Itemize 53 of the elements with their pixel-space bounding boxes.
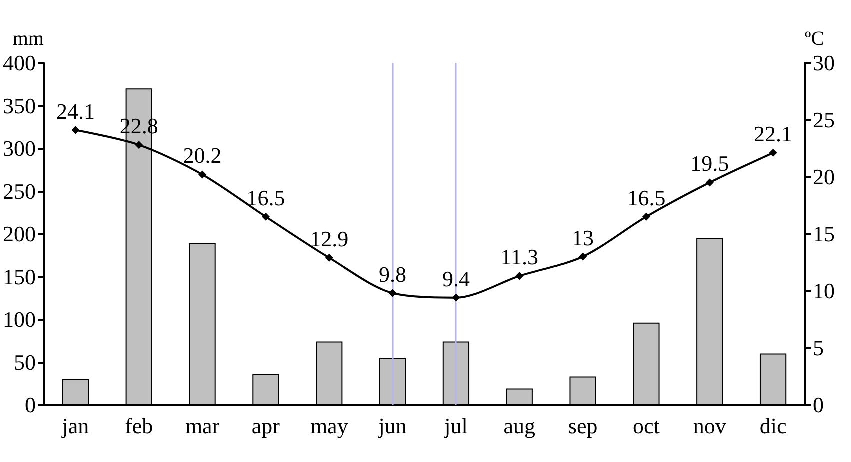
y-tick-label: 300 bbox=[3, 136, 36, 161]
y2-axis-title: ºC bbox=[805, 28, 825, 50]
point bbox=[262, 212, 270, 221]
y-tick-label: 250 bbox=[3, 178, 36, 204]
x-tick-label: jul bbox=[444, 414, 468, 438]
data-label: 12.9 bbox=[310, 226, 349, 252]
y-tick-label: 350 bbox=[3, 93, 36, 118]
x-tick-label: nov bbox=[693, 414, 726, 438]
y2-tick-label: 0 bbox=[813, 392, 824, 418]
data-label: 16.5 bbox=[246, 185, 286, 210]
point bbox=[642, 212, 650, 221]
x-tick-label: oct bbox=[633, 414, 660, 438]
data-label: 13 bbox=[572, 225, 594, 250]
y-tick-label: 400 bbox=[3, 50, 36, 76]
x-tick-label: jun bbox=[378, 414, 407, 438]
x-tick-label: mar bbox=[185, 414, 220, 438]
point bbox=[388, 289, 397, 298]
y2-tick-label: 10 bbox=[813, 278, 835, 304]
y-tick-label: 150 bbox=[3, 264, 36, 290]
x-tick-label: apr bbox=[252, 414, 281, 438]
x-tick-label: may bbox=[310, 414, 348, 438]
data-label: 19.5 bbox=[690, 151, 730, 176]
point bbox=[516, 272, 524, 280]
point bbox=[579, 252, 588, 261]
point bbox=[198, 170, 207, 179]
x-tick-label: feb bbox=[125, 414, 154, 438]
y-tick-label: 200 bbox=[3, 222, 36, 246]
point bbox=[769, 149, 778, 158]
point bbox=[706, 178, 714, 187]
point bbox=[72, 126, 80, 134]
point bbox=[135, 141, 144, 150]
point bbox=[325, 254, 334, 262]
y-tick-label: 50 bbox=[14, 350, 36, 375]
y2-tick-label: 15 bbox=[813, 222, 835, 246]
y2-tick-label: 30 bbox=[813, 50, 835, 76]
data-label: 9.4 bbox=[442, 266, 470, 292]
data-label: 22.1 bbox=[754, 122, 793, 147]
x-tick-label: jan bbox=[61, 414, 90, 438]
data-label: 16.5 bbox=[627, 185, 666, 210]
x-tick-label: sep bbox=[568, 414, 598, 438]
data-label: 20.2 bbox=[183, 143, 222, 168]
point bbox=[452, 294, 460, 302]
x-tick-label: dic bbox=[760, 414, 787, 438]
y2-tick-label: 20 bbox=[813, 164, 835, 190]
data-label: 11.3 bbox=[500, 244, 538, 270]
y-axis-title: mm bbox=[12, 28, 44, 50]
y-tick-label: 0 bbox=[25, 392, 36, 418]
data-label: 9.8 bbox=[379, 262, 407, 287]
y2-tick-label: 25 bbox=[813, 108, 835, 132]
y2-tick-label: 5 bbox=[813, 336, 824, 360]
x-tick-label: aug bbox=[504, 414, 536, 438]
data-label: 24.1 bbox=[56, 98, 95, 124]
y-tick-label: 100 bbox=[3, 307, 36, 332]
